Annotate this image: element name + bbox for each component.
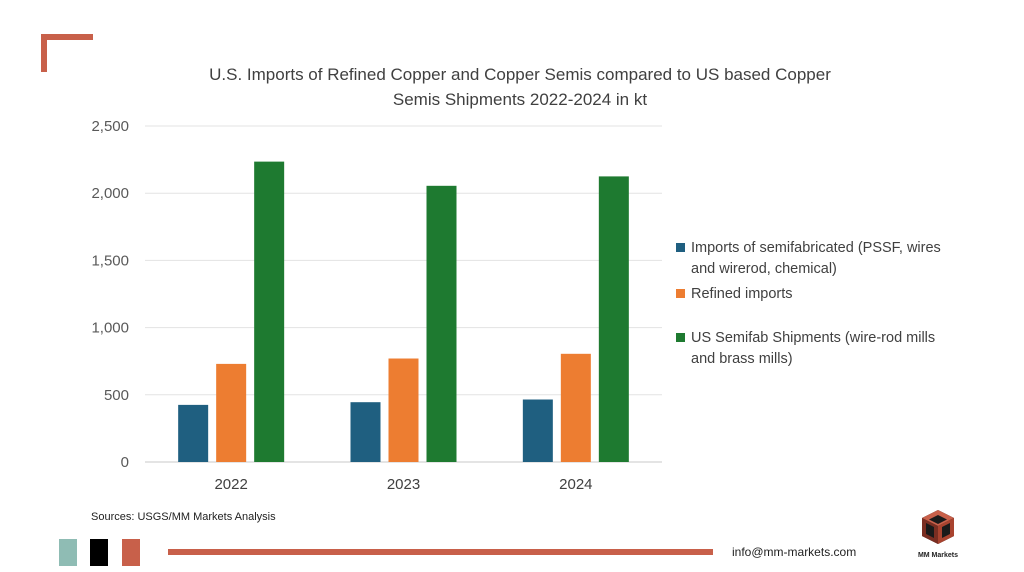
legend-label-line: US Semifab Shipments (wire-rod mills bbox=[691, 330, 936, 346]
red-square-decoration bbox=[122, 539, 140, 566]
chart-title: U.S. Imports of Refined Copper and Coppe… bbox=[160, 62, 880, 112]
legend-item-semifab-imports: Imports of semifabricated (PSSF, wires a… bbox=[676, 238, 976, 280]
bar-2023-series-1 bbox=[350, 402, 381, 462]
legend-swatch-refined-imports bbox=[676, 289, 685, 298]
bar-2022-series-3 bbox=[254, 161, 285, 462]
legend-label-line: and brass mills) bbox=[691, 351, 793, 367]
y-tick-label: 1,000 bbox=[91, 320, 129, 337]
x-tick-label: 2023 bbox=[387, 476, 420, 493]
bar-2023-series-2 bbox=[388, 358, 419, 462]
chart-legend: Imports of semifabricated (PSSF, wires a… bbox=[676, 238, 976, 370]
legend-label-line: Refined imports bbox=[691, 286, 793, 302]
corner-bracket-decoration bbox=[41, 34, 93, 72]
legend-item-us-semifab-shipments: US Semifab Shipments (wire-rod mills and… bbox=[676, 328, 976, 370]
y-tick-label: 0 bbox=[121, 454, 129, 471]
chart-title-line-2: Semis Shipments 2022-2024 in kt bbox=[392, 90, 648, 109]
bar-2022-series-2 bbox=[216, 363, 247, 462]
bar-2024-series-1 bbox=[522, 399, 553, 462]
x-tick-label: 2024 bbox=[559, 476, 592, 493]
y-tick-label: 1,500 bbox=[91, 252, 129, 269]
y-tick-label: 2,000 bbox=[91, 185, 129, 202]
x-tick-label: 2022 bbox=[214, 476, 247, 493]
chart-title-line-1: U.S. Imports of Refined Copper and Coppe… bbox=[209, 65, 831, 84]
mm-markets-logo: MM Markets bbox=[908, 508, 968, 559]
bar-chart: 0 500 1,000 1,500 2,000 2,500 2022 2023 2024 bbox=[91, 118, 662, 493]
sources-note: Sources: USGS/MM Markets Analysis bbox=[91, 511, 276, 523]
bar-2024-series-3 bbox=[598, 176, 629, 462]
cube-logo-icon bbox=[922, 510, 954, 544]
legend-swatch-us-semifab-shipments bbox=[676, 333, 685, 342]
logo-text: MM Markets bbox=[917, 552, 959, 559]
y-tick-label: 2,500 bbox=[91, 118, 129, 135]
footer-divider-bar bbox=[168, 549, 713, 555]
legend-label-line: Imports of semifabricated (PSSF, wires bbox=[691, 240, 941, 256]
legend-swatch-semifab-imports bbox=[676, 243, 685, 252]
contact-email: info@mm-markets.com bbox=[732, 545, 857, 559]
legend-label-line: and wirerod, chemical) bbox=[691, 261, 837, 277]
y-tick-label: 500 bbox=[104, 387, 129, 404]
black-square-decoration bbox=[90, 539, 108, 566]
bar-2022-series-1 bbox=[178, 404, 209, 462]
bar-2023-series-3 bbox=[426, 185, 457, 463]
bar-2024-series-2 bbox=[560, 353, 591, 462]
teal-square-decoration bbox=[59, 539, 77, 566]
legend-item-refined-imports: Refined imports bbox=[676, 284, 976, 305]
